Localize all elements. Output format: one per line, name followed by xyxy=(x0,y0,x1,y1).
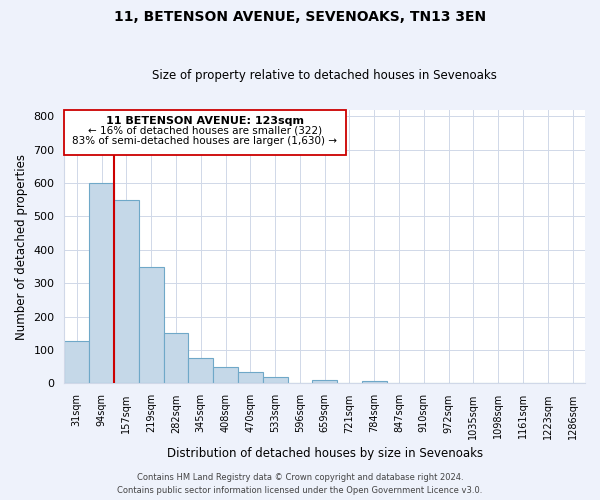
Bar xyxy=(263,378,287,384)
Text: Contains HM Land Registry data © Crown copyright and database right 2024.
Contai: Contains HM Land Registry data © Crown c… xyxy=(118,474,482,495)
Bar xyxy=(114,200,139,384)
Title: Size of property relative to detached houses in Sevenoaks: Size of property relative to detached ho… xyxy=(152,69,497,82)
Bar xyxy=(313,380,337,384)
Bar xyxy=(362,381,386,384)
Bar xyxy=(213,366,238,384)
Bar xyxy=(139,266,164,384)
Text: 83% of semi-detached houses are larger (1,630) →: 83% of semi-detached houses are larger (… xyxy=(73,136,337,145)
Text: 11, BETENSON AVENUE, SEVENOAKS, TN13 3EN: 11, BETENSON AVENUE, SEVENOAKS, TN13 3EN xyxy=(114,10,486,24)
Bar xyxy=(188,358,213,384)
Y-axis label: Number of detached properties: Number of detached properties xyxy=(15,154,28,340)
X-axis label: Distribution of detached houses by size in Sevenoaks: Distribution of detached houses by size … xyxy=(167,447,483,460)
Text: ← 16% of detached houses are smaller (322): ← 16% of detached houses are smaller (32… xyxy=(88,126,322,136)
Bar xyxy=(238,372,263,384)
FancyBboxPatch shape xyxy=(64,110,346,154)
Bar xyxy=(64,340,89,384)
Bar xyxy=(89,183,114,384)
Bar xyxy=(164,334,188,384)
Text: 11 BETENSON AVENUE: 123sqm: 11 BETENSON AVENUE: 123sqm xyxy=(106,116,304,126)
